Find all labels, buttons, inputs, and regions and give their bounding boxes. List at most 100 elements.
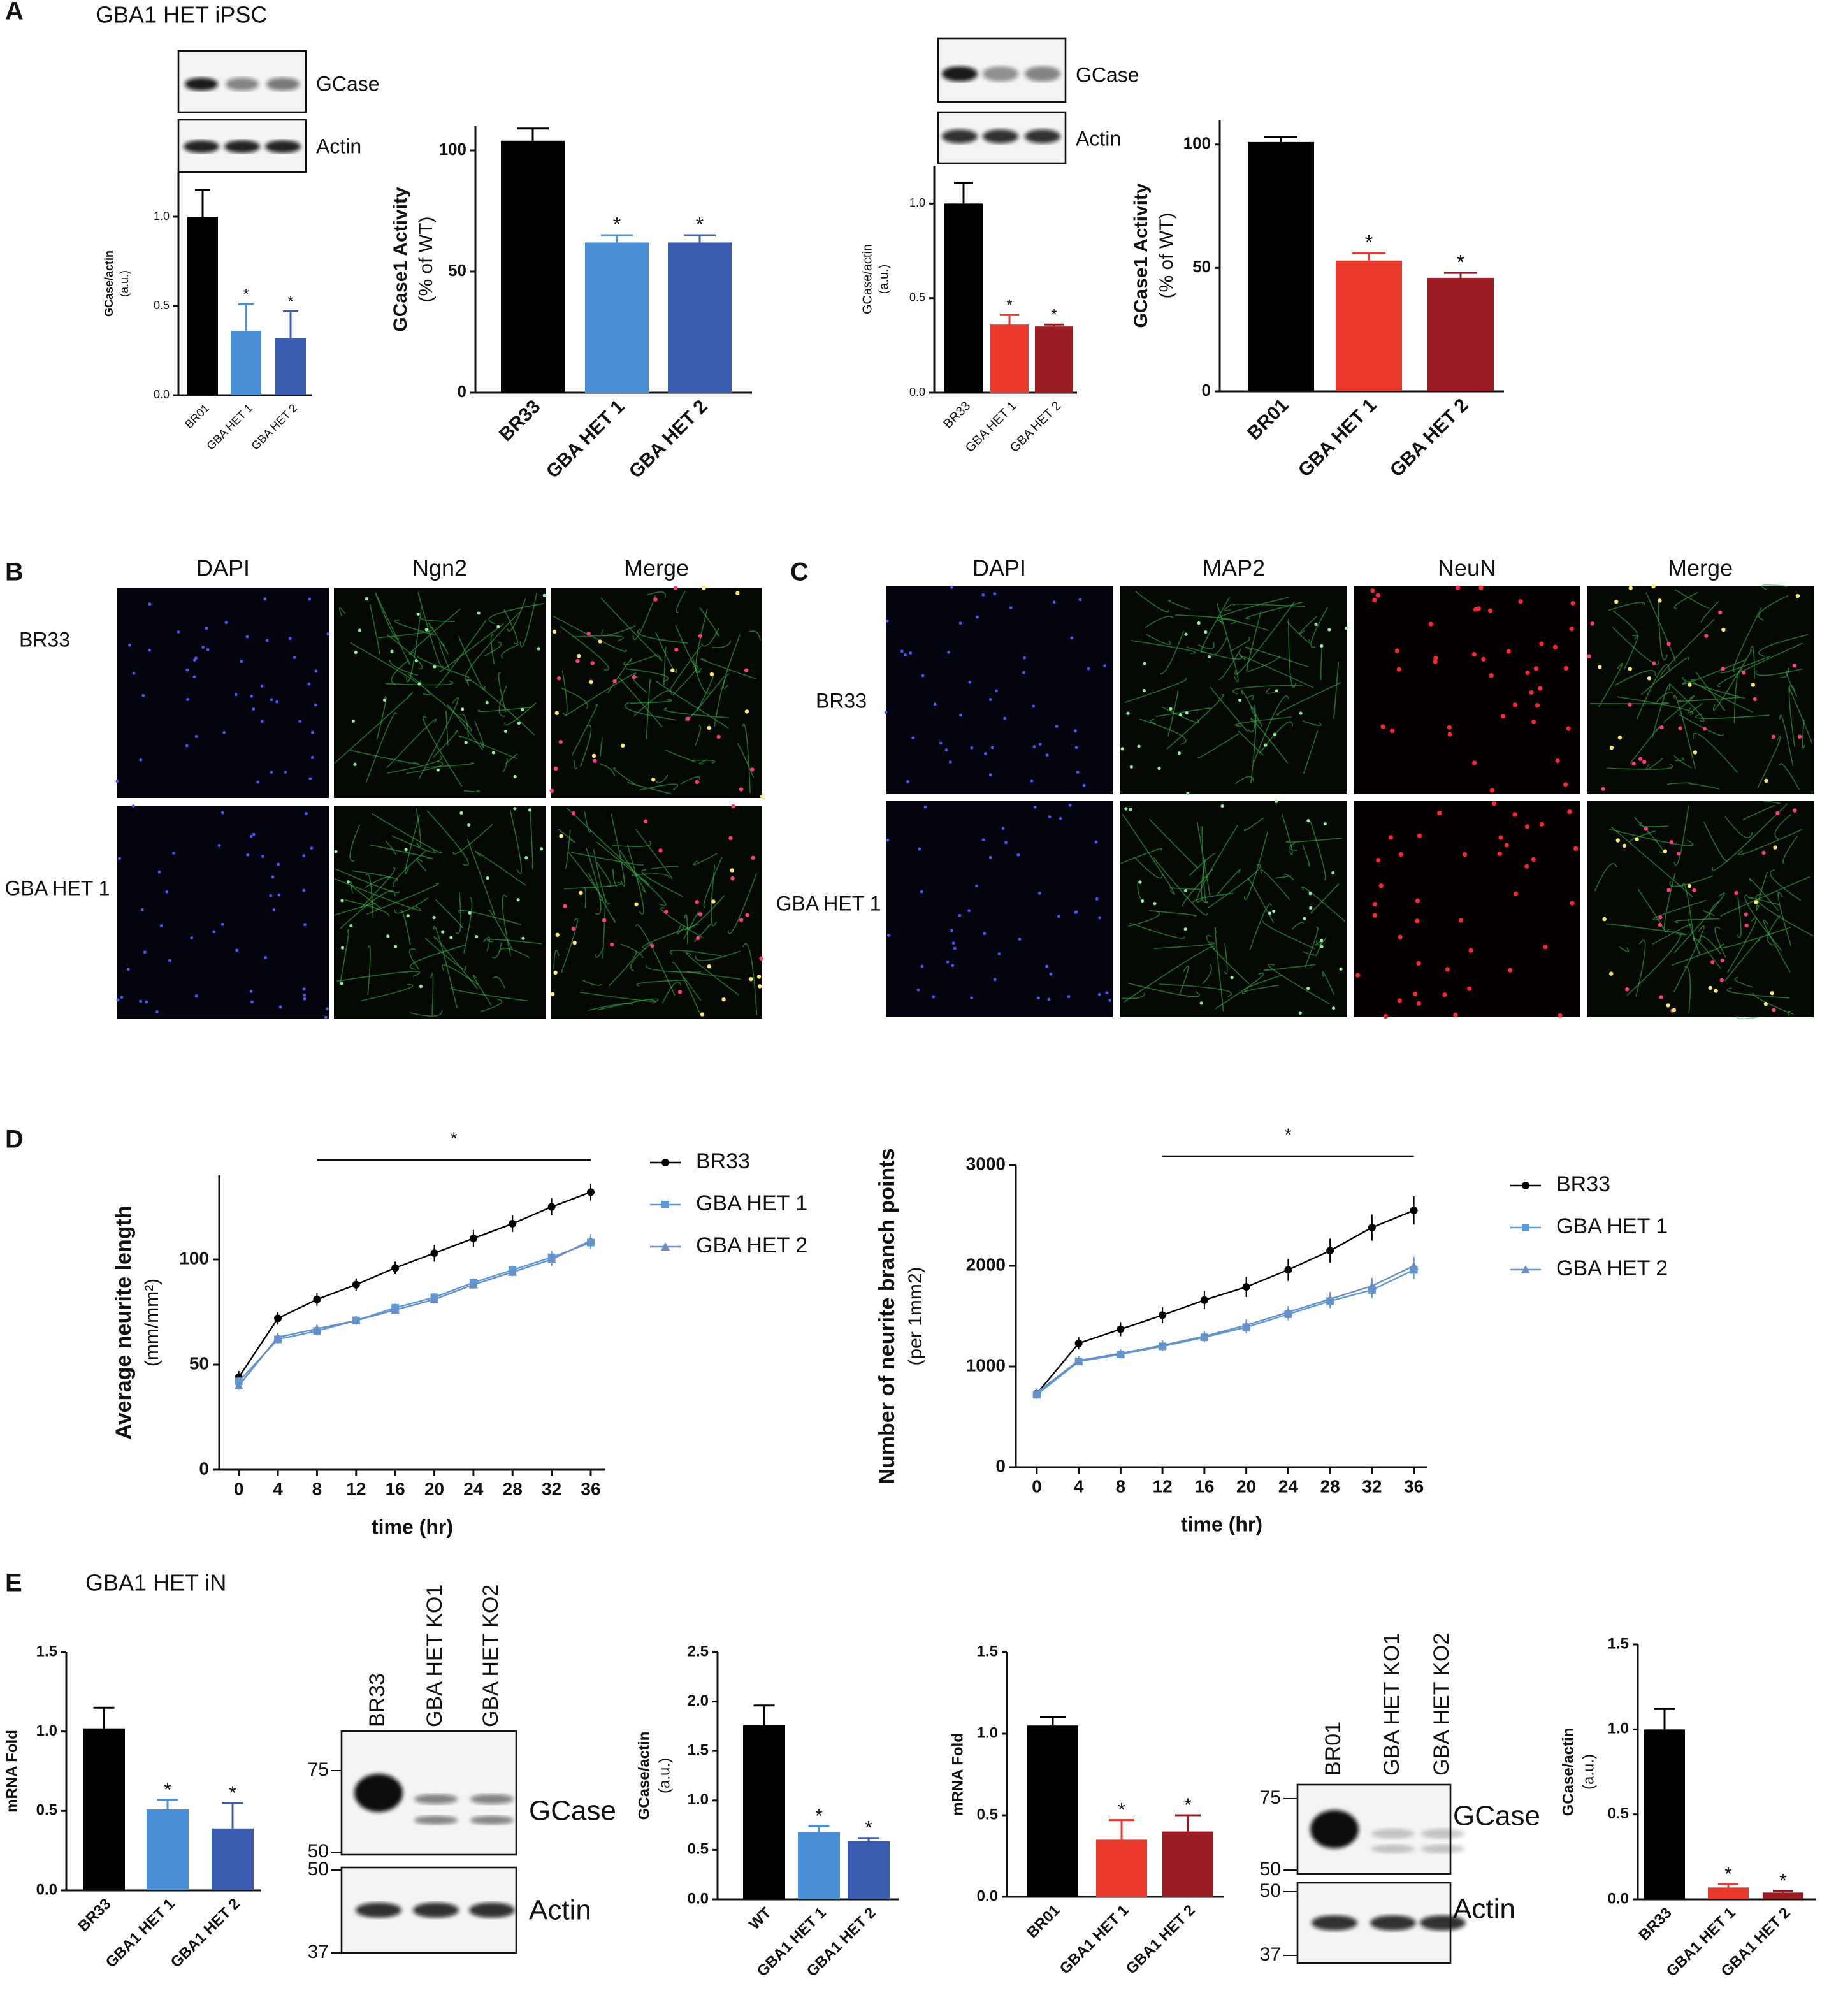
cell <box>1772 1008 1776 1012</box>
neurite <box>1673 805 1689 866</box>
y-tick-label: 0 <box>995 1456 1006 1476</box>
bar <box>1763 1892 1803 1899</box>
mw-marker: 50 <box>308 1841 329 1862</box>
bar <box>848 1841 890 1899</box>
cell <box>558 739 563 744</box>
neurite <box>484 641 502 656</box>
cell <box>354 650 358 655</box>
cell <box>1157 766 1161 771</box>
cell <box>886 838 890 842</box>
cell <box>1677 852 1681 856</box>
neurite <box>366 883 440 915</box>
neurite <box>339 929 350 985</box>
legend-marker <box>661 1242 670 1251</box>
neurite <box>1322 971 1335 996</box>
neurite <box>1679 714 1724 736</box>
neurite <box>433 936 479 990</box>
neurite <box>663 707 729 719</box>
cell <box>1016 853 1020 857</box>
neurite <box>1314 941 1322 957</box>
cell <box>1184 632 1188 636</box>
significance-star: * <box>451 1128 458 1148</box>
cell <box>1398 852 1403 857</box>
cell <box>486 876 489 880</box>
cell <box>1531 857 1536 862</box>
neurite <box>1749 646 1755 679</box>
cell <box>728 836 733 841</box>
neurite <box>426 690 472 732</box>
cell <box>1770 990 1775 996</box>
cell <box>988 855 992 859</box>
cell <box>1518 599 1523 604</box>
cell <box>1652 661 1656 665</box>
neurite <box>406 760 444 774</box>
neurite <box>486 939 542 945</box>
cell <box>1693 750 1698 755</box>
cell <box>1570 901 1575 906</box>
neurite <box>655 774 669 783</box>
cell <box>1587 654 1591 658</box>
neurite <box>1724 816 1753 839</box>
marker <box>352 1280 360 1289</box>
cell <box>1048 815 1052 818</box>
cell <box>590 661 595 665</box>
mw-marker: 75 <box>1260 1787 1281 1808</box>
y-tick-label: 0 <box>1202 381 1211 400</box>
neurite <box>394 619 436 636</box>
significance-star: * <box>865 1818 872 1839</box>
cell <box>970 746 974 750</box>
channel-label: Merge <box>624 555 689 581</box>
neurite <box>623 654 658 665</box>
cell <box>1539 641 1544 646</box>
neurite <box>404 815 420 875</box>
neurite <box>693 853 718 866</box>
lane-label: GBA HET KO1 <box>423 1585 447 1727</box>
cell <box>1795 593 1800 598</box>
cell <box>277 893 281 897</box>
cell <box>275 700 279 704</box>
cell <box>1714 989 1718 993</box>
marker <box>274 1314 282 1323</box>
y-tick-label: 50 <box>1192 257 1211 276</box>
cell <box>1037 996 1040 1000</box>
neurite <box>1243 830 1269 901</box>
neurite <box>619 849 646 893</box>
cell <box>1142 688 1146 693</box>
y-tick-label: 2.5 <box>688 1643 709 1660</box>
cell <box>1467 986 1472 991</box>
neurite <box>1673 695 1696 769</box>
cell <box>1761 850 1766 855</box>
x-tick-label: 36 <box>1404 1476 1424 1496</box>
neurite <box>472 975 492 1006</box>
neurite <box>335 868 400 894</box>
cell <box>249 834 253 838</box>
marker <box>391 1264 400 1272</box>
neurite <box>1243 974 1283 992</box>
cell <box>1355 973 1361 978</box>
bar <box>990 324 1029 393</box>
neurite <box>1695 671 1725 711</box>
cell <box>1143 662 1146 665</box>
cell <box>976 615 979 619</box>
neurite <box>1289 841 1297 851</box>
neurite <box>596 841 667 906</box>
cell <box>549 788 554 793</box>
neurite <box>681 776 700 785</box>
x-tick-label: 20 <box>1236 1476 1256 1496</box>
cell <box>1047 997 1051 1001</box>
blot-band <box>469 1903 515 1918</box>
cell <box>1720 958 1725 962</box>
neurite <box>1702 910 1715 917</box>
cell <box>1372 901 1377 907</box>
cell <box>1105 991 1109 995</box>
significance-star: * <box>1184 1795 1192 1816</box>
cell <box>1598 665 1602 669</box>
y-tick-label: 0.5 <box>688 1841 709 1858</box>
cell <box>224 621 228 625</box>
neurite <box>1241 985 1279 994</box>
cell <box>1569 627 1574 632</box>
bar <box>187 217 218 395</box>
neurite <box>632 595 656 641</box>
cell <box>235 948 239 952</box>
y-tick-label: 0.0 <box>1608 1890 1629 1907</box>
